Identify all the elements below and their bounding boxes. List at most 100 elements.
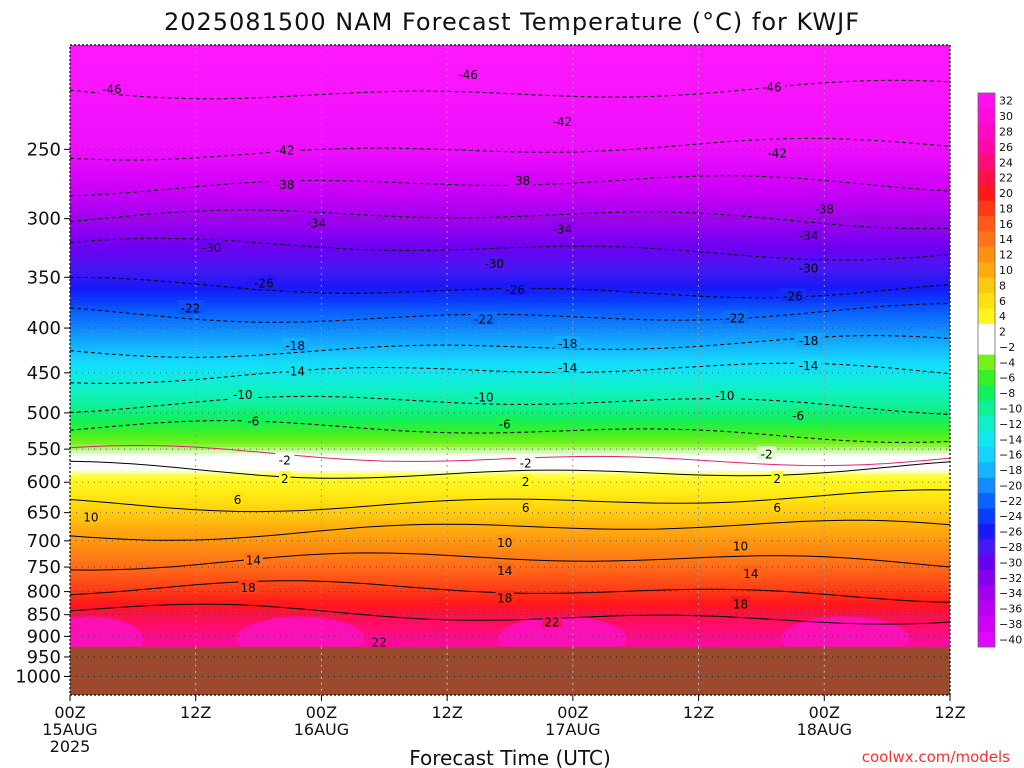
colorbar-tick-label: −2	[999, 341, 1015, 354]
contour-label: -14	[558, 361, 578, 375]
temperature-band	[70, 381, 950, 385]
temperature-band	[70, 504, 950, 508]
contour-label-bg	[795, 227, 822, 241]
contour-label: -26	[783, 289, 803, 303]
isotherm-line	[70, 303, 950, 323]
x-axis-label: Forecast Time (UTC)	[409, 746, 611, 768]
temperature-band	[70, 336, 950, 340]
temperature-band	[70, 231, 950, 235]
temperature-band	[70, 348, 950, 352]
temperature-band	[70, 294, 950, 298]
pressure-tick-label: 750	[27, 557, 61, 578]
temperature-band	[70, 255, 950, 259]
temperature-band	[70, 516, 950, 520]
contour-label-bg	[721, 310, 749, 324]
contour-label: -34	[553, 223, 573, 237]
contour-label-bg	[98, 81, 126, 95]
temperature-band	[70, 609, 950, 613]
pressure-tick-label: 800	[27, 582, 61, 603]
temperature-band	[70, 105, 950, 109]
isotherm-line	[70, 552, 950, 571]
temperature-band	[70, 129, 950, 133]
temperature-band	[70, 144, 950, 148]
contour-label-bg	[369, 634, 389, 648]
colorbar-tick-label: −38	[999, 618, 1022, 631]
temperature-band	[70, 579, 950, 583]
isotherm-line	[70, 395, 950, 415]
temperature-band	[70, 69, 950, 73]
contour-label-bg	[271, 177, 299, 191]
colorbar-swatch	[978, 493, 995, 509]
isotherm-line	[70, 79, 950, 100]
colorbar-tick-label: 28	[999, 125, 1013, 138]
contour-label: 14	[497, 564, 512, 578]
contour-label-bg	[302, 215, 330, 229]
isotherm-line	[70, 519, 950, 541]
temperature-band	[70, 456, 950, 460]
pressure-tick-label: 300	[27, 209, 61, 230]
temperature-band	[70, 588, 950, 592]
plot-frame	[69, 44, 951, 696]
contour-label-bg	[771, 499, 783, 513]
temperature-band	[70, 492, 950, 496]
temperature-band	[70, 366, 950, 370]
temperature-band	[70, 429, 950, 433]
temperature-band	[70, 267, 950, 271]
temperature-band	[70, 549, 950, 553]
temperature-band	[70, 555, 950, 559]
temperature-band	[70, 462, 950, 466]
contour-label: -34	[799, 229, 819, 243]
temperature-band	[70, 438, 950, 442]
contour-label-bg	[711, 387, 739, 401]
temperature-band	[70, 258, 950, 262]
temperature-band	[70, 585, 950, 589]
contour-label: -6	[247, 414, 259, 428]
temperature-band	[70, 489, 950, 493]
contour-label: 18	[733, 597, 748, 611]
colorbar-swatch	[978, 570, 995, 586]
temperature-band	[70, 477, 950, 481]
temperature-band	[70, 399, 950, 403]
contour-label-bg	[281, 363, 309, 377]
temperature-band	[70, 387, 950, 391]
isotherm-line	[70, 276, 950, 299]
time-tick-label: 00Z	[306, 703, 337, 722]
contour-label-bg	[198, 239, 225, 253]
colorbar-swatch	[978, 416, 995, 432]
temperature-band	[70, 123, 950, 127]
contour-label: -2	[761, 447, 773, 461]
temperature-band	[70, 66, 950, 70]
temperature-band	[70, 216, 950, 220]
colorbar-swatch	[978, 370, 995, 386]
isotherm-line	[70, 489, 950, 513]
colorbar-swatch	[978, 231, 995, 248]
colorbar-tick-label: 30	[999, 110, 1013, 123]
colorbar-tick-label: −32	[999, 572, 1022, 585]
temperature-band	[70, 552, 950, 556]
contour-label-bg	[519, 473, 532, 487]
temperature-band	[70, 108, 950, 112]
temperature-band	[70, 375, 950, 379]
temperature-band	[70, 246, 950, 250]
isotherm-contours	[70, 79, 950, 625]
time-tick-label: 18AUG	[797, 720, 852, 739]
time-tick-label: 00Z	[557, 703, 588, 722]
colorbar-tick-label: −6	[999, 372, 1015, 385]
colorbar-tick-label: 10	[999, 264, 1013, 277]
temperature-band	[70, 558, 950, 562]
temperature-band	[70, 168, 950, 172]
temperature-band	[70, 153, 950, 157]
temperature-band	[70, 111, 950, 115]
temperature-band	[70, 330, 950, 334]
colorbar-swatch	[978, 216, 995, 232]
contour-label: 6	[522, 501, 530, 515]
temperature-band	[70, 261, 950, 265]
contour-label: 10	[733, 540, 748, 554]
contour-label-bg	[763, 145, 791, 159]
contour-label: 2	[522, 475, 530, 489]
temperature-band	[70, 297, 950, 301]
temperature-band	[70, 204, 950, 208]
temperature-band	[70, 279, 950, 283]
contour-label: -42	[275, 143, 295, 157]
contour-label-bg	[795, 333, 822, 347]
